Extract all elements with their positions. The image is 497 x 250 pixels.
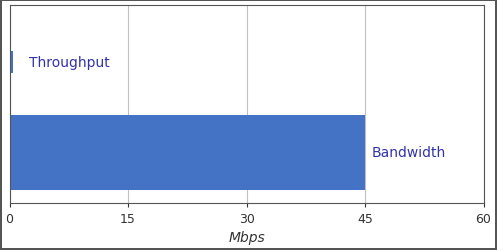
Text: Throughput: Throughput (29, 56, 110, 70)
Text: Bandwidth: Bandwidth (371, 146, 446, 160)
Bar (9, 52, 13, 74)
X-axis label: Mbps: Mbps (228, 230, 265, 244)
Bar (9, 115, 365, 190)
